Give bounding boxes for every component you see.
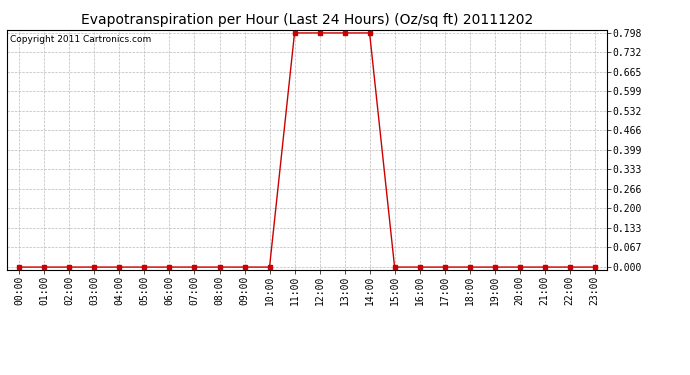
Text: Copyright 2011 Cartronics.com: Copyright 2011 Cartronics.com — [10, 35, 151, 44]
Title: Evapotranspiration per Hour (Last 24 Hours) (Oz/sq ft) 20111202: Evapotranspiration per Hour (Last 24 Hou… — [81, 13, 533, 27]
